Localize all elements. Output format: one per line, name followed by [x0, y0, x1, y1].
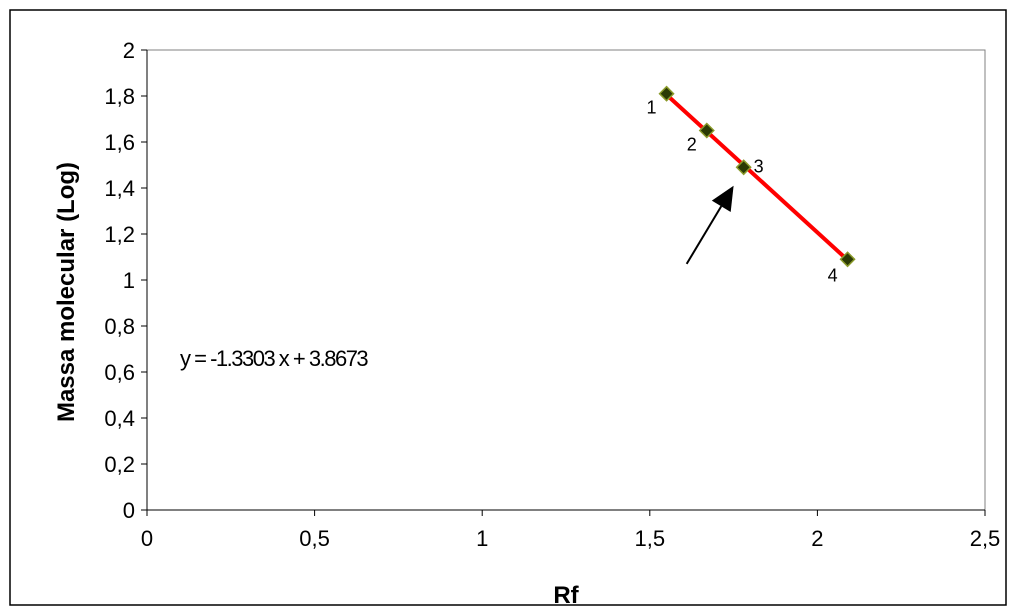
x-tick-label: 1,5: [635, 526, 666, 551]
y-tick-label: 1,4: [104, 176, 135, 201]
y-tick-label: 1,6: [104, 130, 135, 155]
plot-area: [146, 49, 986, 511]
y-tick-label: 0,8: [104, 314, 135, 339]
y-tick-label: 0,6: [104, 360, 135, 385]
data-point-label: 4: [828, 265, 838, 285]
data-point-label: 1: [647, 98, 657, 118]
arrow-head: [711, 185, 734, 212]
x-axis-title: Rf: [553, 582, 579, 609]
data-points-group: 1 2 3 4: [647, 85, 856, 285]
trendline: [664, 92, 850, 262]
data-point: [839, 251, 856, 268]
trendline-group: [664, 92, 850, 262]
y-axis-title: Massa molecular (Log): [53, 162, 80, 422]
annotation-arrow-group: [685, 185, 734, 265]
y-tick-label: 0,4: [104, 406, 135, 431]
equation-label: y = -1.3303 x + 3.8673: [180, 346, 368, 371]
y-tick-label: 1: [123, 268, 135, 293]
y-tick-label: 0,2: [104, 452, 135, 477]
x-tick-label: 1: [476, 526, 488, 551]
y-tick-label: 2: [123, 38, 135, 63]
x-tick-label: 0: [141, 526, 153, 551]
axes: 0 0,2 0,4 0,6 0,8 1 1,2 1,4 1,6 1,8 2 0 0,5 1 1,5 2 2,5: [104, 38, 1000, 551]
x-tick-label: 2: [811, 526, 823, 551]
data-point-label: 3: [754, 156, 764, 176]
y-tick-label: 0: [123, 498, 135, 523]
y-tick-label: 1,2: [104, 222, 135, 247]
arrow-shaft: [685, 205, 723, 265]
data-point: [698, 122, 715, 139]
x-tick-label: 0,5: [299, 526, 330, 551]
x-tick-label: 2,5: [970, 526, 1001, 551]
data-point: [735, 159, 752, 176]
data-point: [658, 85, 675, 102]
y-tick-label: 1,8: [104, 84, 135, 109]
data-point-label: 2: [687, 135, 697, 155]
